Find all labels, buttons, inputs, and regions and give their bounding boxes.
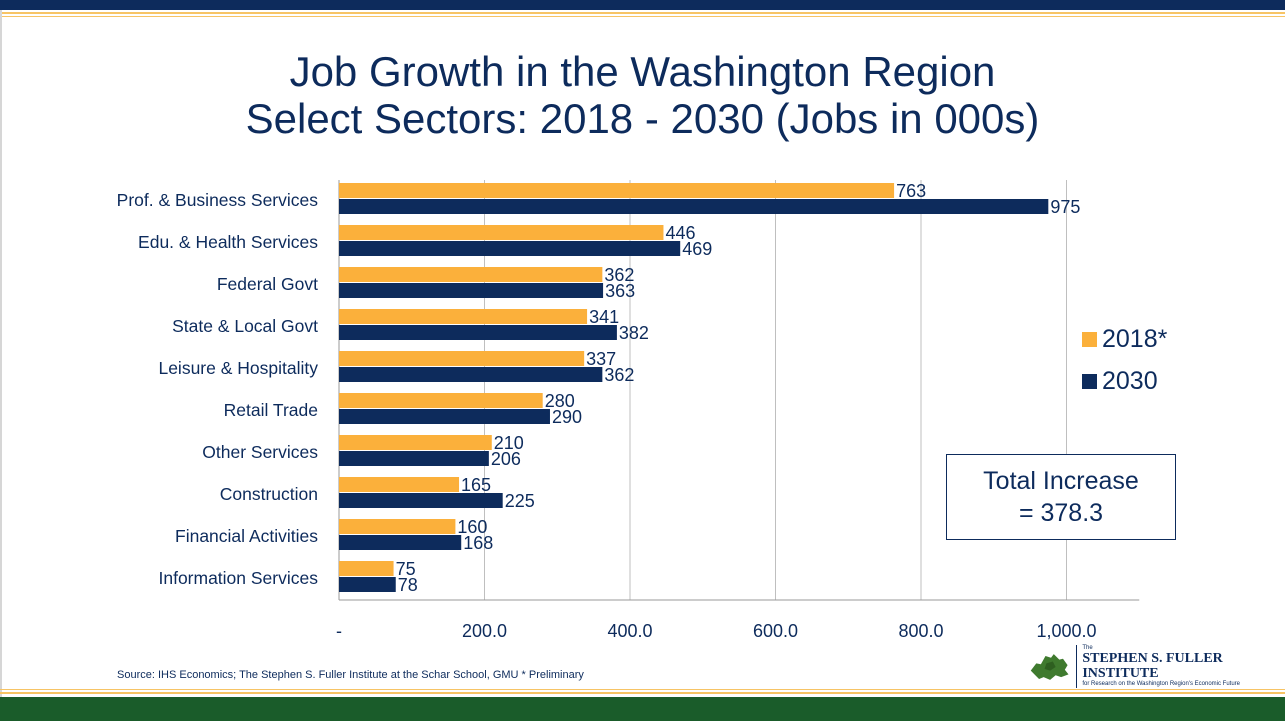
data-label-2030-8: 168	[463, 533, 493, 553]
data-label-2030-3: 382	[619, 323, 649, 343]
bar-2018-6	[339, 435, 492, 450]
data-label-2018-2: 362	[604, 265, 634, 285]
x-tick-label-2: 400.0	[607, 621, 652, 641]
x-tick-label-0: -	[336, 621, 342, 641]
category-label-1: Edu. & Health Services	[138, 232, 318, 252]
bar-2030-1	[339, 241, 681, 256]
bar-2018-3	[339, 309, 588, 324]
legend-swatch-2018	[1082, 331, 1097, 347]
bar-2030-5	[339, 409, 550, 424]
bar-2030-3	[339, 325, 617, 340]
x-tick-label-5: 1,000.0	[1036, 621, 1096, 641]
bar-2030-9	[339, 577, 396, 592]
x-tick-label-3: 600.0	[753, 621, 798, 641]
total-increase-label: Total Increase	[983, 467, 1139, 495]
category-label-5: Retail Trade	[224, 400, 318, 420]
top-bar	[0, 0, 1285, 10]
data-label-2030-9: 78	[398, 575, 418, 595]
logo-text: The STEPHEN S. FULLER INSTITUTE for Rese…	[1076, 645, 1285, 688]
bar-2030-6	[339, 451, 489, 466]
data-label-2018-5: 280	[545, 391, 575, 411]
bottom-accent-line-thin	[0, 689, 1285, 690]
logo-subtitle: for Research on the Washington Region's …	[1082, 681, 1241, 687]
bottom-bar	[0, 697, 1285, 721]
legend-label-2018: 2018*	[1102, 324, 1168, 353]
total-increase-value: = 378.3	[1018, 499, 1104, 527]
data-label-2018-9: 75	[396, 559, 416, 579]
x-tick-label-4: 800.0	[898, 621, 943, 641]
legend: 2018* 2030	[1082, 318, 1167, 402]
data-label-2018-7: 165	[461, 475, 491, 495]
category-label-9: Information Services	[158, 568, 318, 588]
data-label-2030-4: 362	[604, 365, 634, 385]
bottom-accent-line	[0, 692, 1285, 694]
legend-label-2030: 2030	[1102, 366, 1158, 395]
category-label-3: State & Local Govt	[172, 316, 318, 336]
data-label-2018-1: 446	[665, 223, 695, 243]
bar-2018-9	[339, 561, 394, 576]
data-label-2018-4: 337	[586, 349, 616, 369]
bar-2018-7	[339, 477, 460, 492]
legend-item-2018: 2018*	[1082, 318, 1167, 360]
legend-item-2030: 2030	[1082, 360, 1167, 402]
data-label-2018-8: 160	[457, 517, 487, 537]
data-label-2030-5: 290	[552, 407, 582, 427]
data-label-2018-6: 210	[494, 433, 524, 453]
logo-name: STEPHEN S. FULLER INSTITUTE	[1082, 651, 1223, 681]
x-tick-label-1: 200.0	[462, 621, 507, 641]
bar-2018-5	[339, 393, 543, 408]
category-label-4: Leisure & Hospitality	[158, 358, 318, 378]
institute-logo: The STEPHEN S. FULLER INSTITUTE for Rese…	[1028, 645, 1285, 688]
data-label-2030-2: 363	[605, 281, 635, 301]
bar-2030-2	[339, 283, 604, 298]
category-label-0: Prof. & Business Services	[117, 190, 319, 210]
region-map-icon	[1030, 653, 1069, 680]
data-label-2030-6: 206	[491, 449, 521, 469]
category-label-6: Other Services	[202, 442, 318, 462]
category-label-7: Construction	[220, 484, 318, 504]
bar-2018-1	[339, 225, 664, 240]
bar-2030-4	[339, 367, 603, 382]
bar-2030-8	[339, 535, 462, 550]
left-edge	[0, 10, 2, 697]
total-increase-box: Total Increase = 378.3	[946, 454, 1176, 540]
top-accent-line-thin	[0, 16, 1285, 17]
data-label-2030-0: 975	[1050, 197, 1080, 217]
logo-the: The	[1082, 645, 1093, 651]
title-line-1: Job Growth in the Washington Region	[289, 48, 996, 95]
bar-2018-2	[339, 267, 603, 282]
category-label-2: Federal Govt	[217, 274, 318, 294]
legend-swatch-2030	[1082, 373, 1097, 389]
bar-2030-7	[339, 493, 503, 508]
source-note: Source: IHS Economics; The Stephen S. Fu…	[117, 669, 584, 681]
bar-2018-0	[339, 183, 895, 198]
data-label-2030-1: 469	[682, 239, 712, 259]
data-label-2018-0: 763	[896, 181, 926, 201]
title-line-2: Select Sectors: 2018 - 2030 (Jobs in 000…	[245, 95, 1040, 142]
bar-2030-0	[339, 199, 1049, 214]
bar-2018-4	[339, 351, 585, 366]
data-label-2030-7: 225	[505, 491, 535, 511]
top-accent-line	[0, 12, 1285, 14]
chart-title: Job Growth in the Washington Region Sele…	[0, 48, 1285, 142]
data-label-2018-3: 341	[589, 307, 619, 327]
category-label-8: Financial Activities	[175, 526, 318, 546]
bar-2018-8	[339, 519, 456, 534]
